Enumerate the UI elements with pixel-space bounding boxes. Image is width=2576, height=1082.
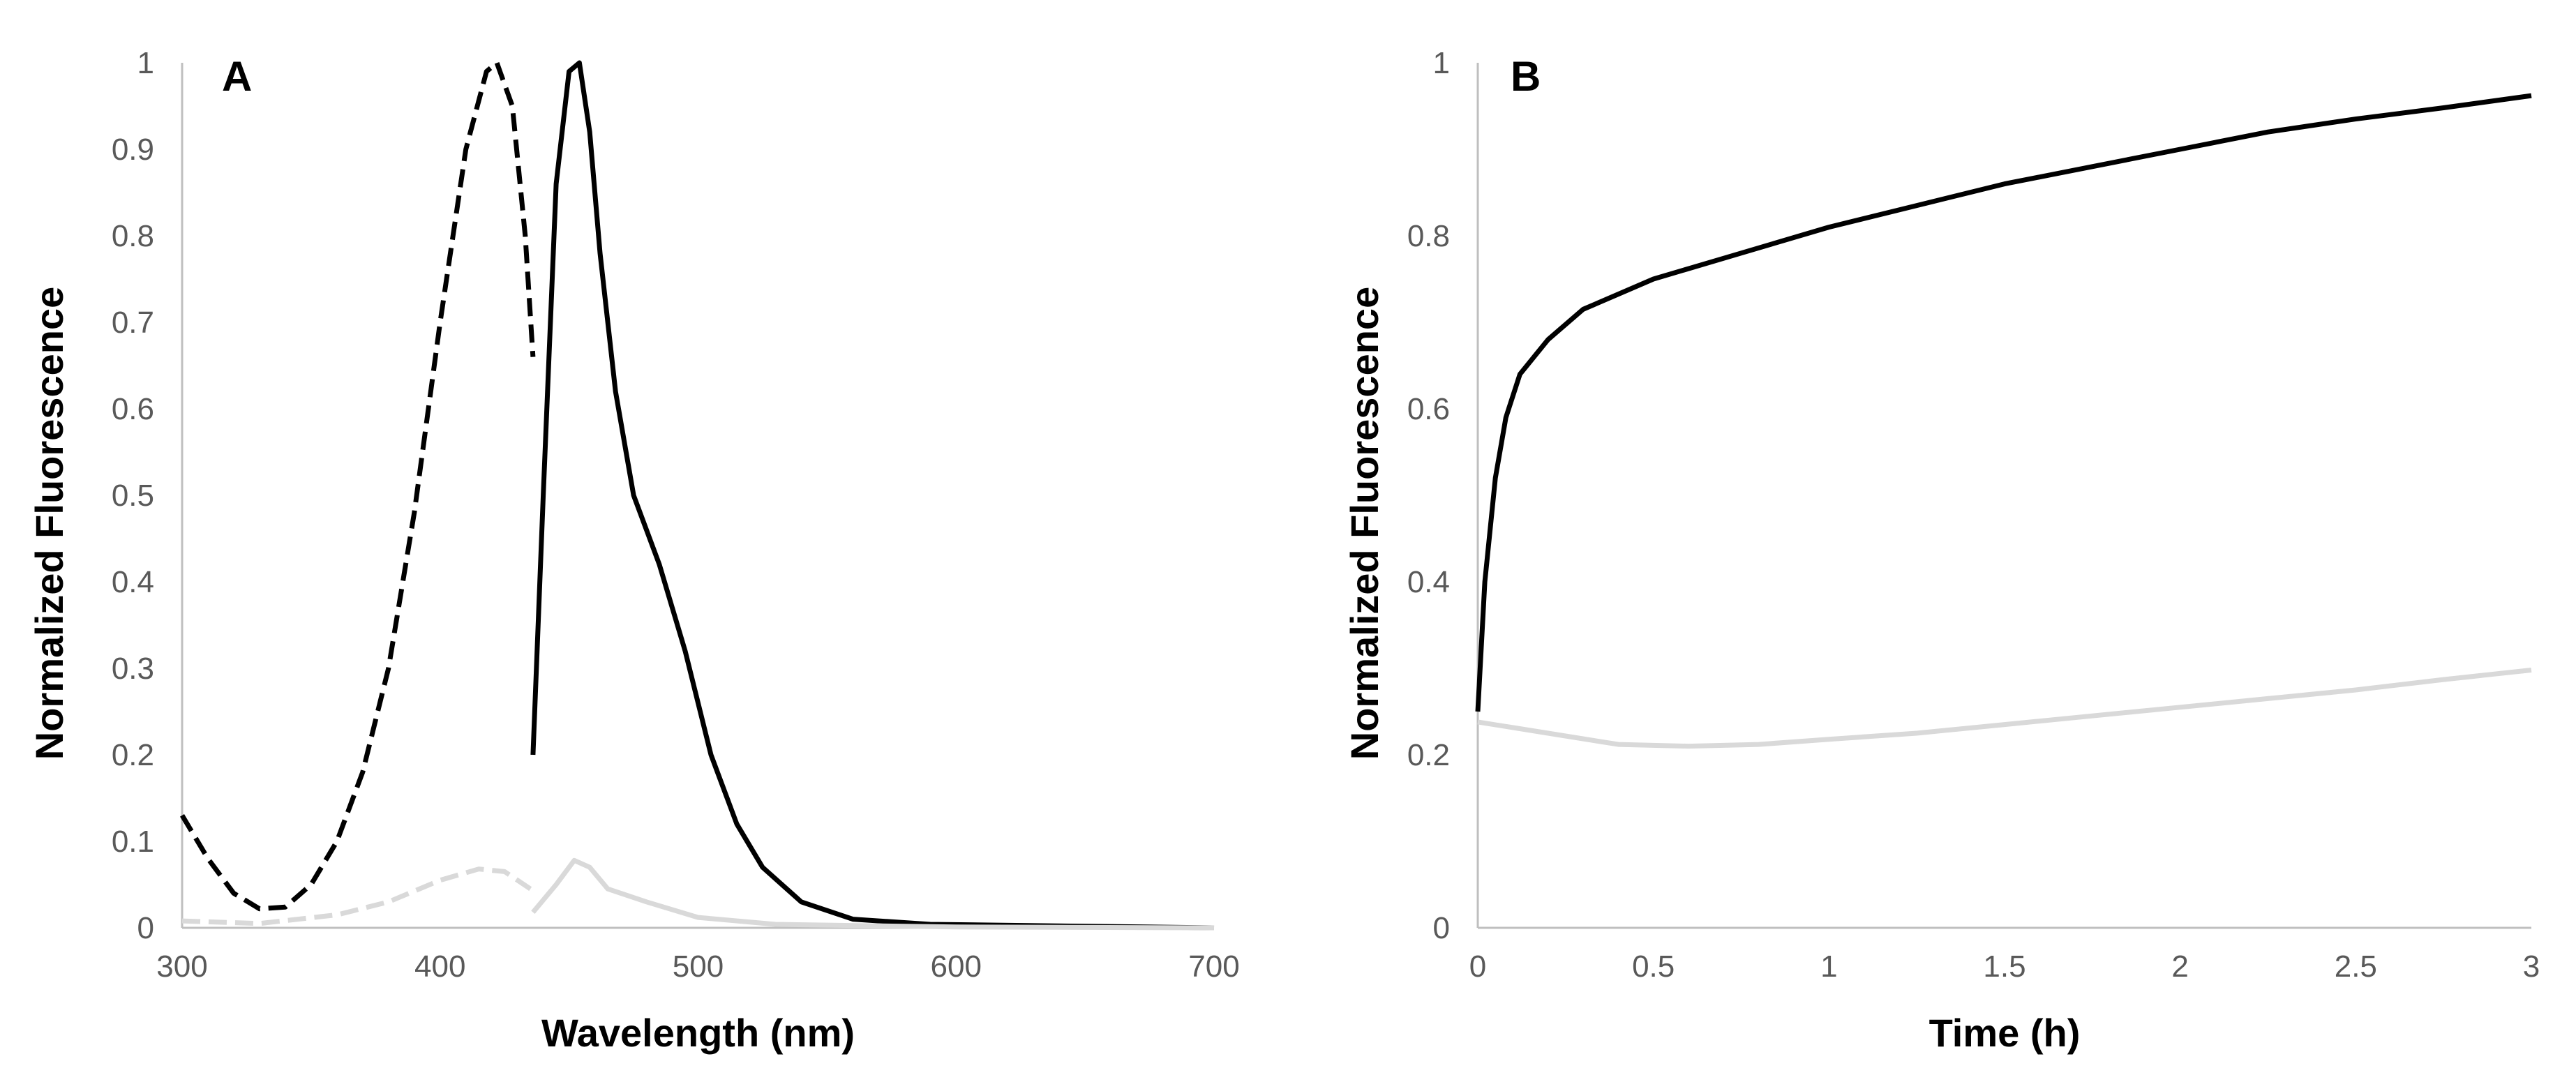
x-tick-label: 600 (931, 949, 982, 984)
series-line-control (1477, 668, 2532, 749)
y-tick-label: 0.2 (1407, 738, 1450, 772)
panel-b: 0 0.5 1 1.5 2 2.5 3 0 0.2 0.4 0.6 0.8 1 Time (h) Norma… (1342, 46, 2540, 1055)
y-tick-label: 0 (1433, 911, 1450, 945)
panel-label: A (222, 53, 252, 100)
y-axis-title: Normalized Fluorescence (1342, 287, 1386, 760)
series-line-excitation (179, 60, 536, 912)
x-axis-title: Wavelength (nm) (541, 1011, 855, 1055)
y-tick-label: 0.1 (112, 825, 154, 859)
panel-label: B (1511, 53, 1541, 100)
y-tick-label: 0.6 (1407, 392, 1450, 426)
x-tick-label: 300 (156, 949, 207, 984)
series-line-sample (1475, 93, 2532, 712)
series-line-excitation-control (181, 866, 532, 926)
y-tick-label: 0.9 (112, 133, 154, 167)
x-tick-label: 1.5 (1983, 949, 2025, 984)
x-tick-label: 1 (1820, 949, 1837, 984)
series-line-emission (530, 60, 1215, 931)
y-tick-label: 0.4 (112, 565, 154, 599)
x-axis-title: Time (h) (1929, 1011, 2081, 1055)
y-tick-label: 0.6 (112, 392, 154, 426)
y-tick-label: 1 (1433, 46, 1450, 80)
series-line-emission-control (531, 857, 1215, 931)
x-tick-label: 3 (2523, 949, 2540, 984)
y-axis-title: Normalized Fluorescence (27, 287, 71, 760)
y-tick-label: 0.8 (112, 219, 154, 253)
y-tick-label: 0.3 (112, 652, 154, 686)
y-tick-label: 0.8 (1407, 219, 1450, 253)
x-tick-label: 2 (2171, 949, 2188, 984)
x-tick-label: 0.5 (1632, 949, 1675, 984)
y-tick-label: 0 (137, 911, 154, 945)
x-tick-label: 400 (414, 949, 465, 984)
y-tick-label: 0.2 (112, 738, 154, 772)
x-tick-label: 700 (1188, 949, 1239, 984)
x-tick-label: 2.5 (2335, 949, 2377, 984)
y-tick-label: 0.5 (112, 479, 154, 513)
panel-a: 300 400 500 600 700 0 0.1 0.2 0.3 0.4 0.5 0.6 0.7 0.8… (27, 46, 1240, 1055)
y-tick-label: 0.4 (1407, 565, 1450, 599)
x-tick-label: 500 (673, 949, 724, 984)
x-tick-label: 0 (1469, 949, 1486, 984)
y-tick-label: 1 (137, 46, 154, 80)
y-tick-label: 0.7 (112, 306, 154, 340)
